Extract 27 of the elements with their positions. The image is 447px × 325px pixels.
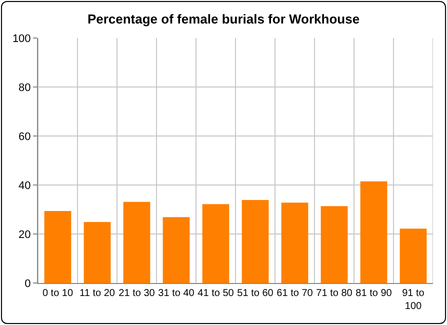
x-tick-label: 91 to 100 (402, 288, 425, 312)
chart-title: Percentage of female burials for Workhouse (87, 12, 360, 27)
bar (202, 204, 230, 283)
y-tick-label: 40 (18, 180, 31, 192)
bar (84, 222, 111, 283)
bar (281, 202, 308, 283)
y-tick-label: 60 (18, 130, 31, 143)
y-tick-label: 100 (12, 32, 31, 45)
x-tick-label: 51 to 60 (237, 288, 274, 299)
x-tick-label: 81 to 90 (356, 288, 392, 299)
x-tick-label: 0 to 10 (42, 288, 74, 299)
y-tick-label: 80 (18, 82, 31, 94)
bar (360, 181, 388, 283)
x-tick-label: 31 to 40 (158, 288, 195, 299)
bar (162, 217, 190, 283)
y-tick-label: 0 (24, 278, 31, 290)
x-tick-label: 71 to 80 (316, 288, 353, 299)
x-tick-label: 21 to 30 (118, 288, 156, 299)
bar (44, 210, 72, 283)
x-tick-label: 61 to 70 (276, 288, 314, 299)
x-tick-label: 11 to 20 (80, 288, 116, 299)
x-tick-label: 41 to 50 (198, 288, 234, 299)
bar (400, 228, 427, 283)
bar (123, 202, 150, 283)
bar (320, 206, 348, 283)
bar (242, 200, 269, 283)
y-tick-label: 20 (18, 228, 31, 241)
